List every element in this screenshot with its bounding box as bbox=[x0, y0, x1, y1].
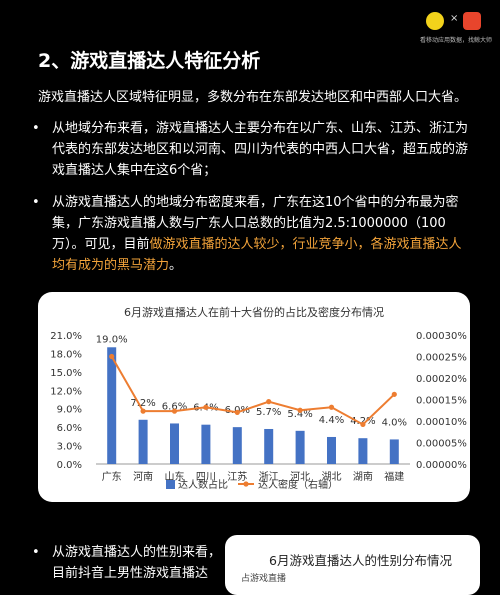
brand-yellow-icon bbox=[426, 12, 444, 30]
y-right-tick-label: 0.00015% bbox=[416, 396, 467, 407]
legend-line-label: 达人密度（右轴） bbox=[258, 478, 338, 491]
x-tick-label: 山东 bbox=[165, 470, 185, 483]
bar-data-label: 6.6% bbox=[162, 401, 187, 412]
bar-浙江 bbox=[264, 428, 274, 464]
density-point-浙江 bbox=[266, 399, 272, 405]
gender-chart-card: 6月游戏直播达人的性别分布情况 占游戏直播 bbox=[225, 535, 480, 595]
y-left-tick-label: 15.0% bbox=[50, 368, 82, 379]
density-point-四川 bbox=[203, 404, 209, 410]
legend-bar-label: 达人数占比 bbox=[178, 478, 228, 491]
bar-data-label: 19.0% bbox=[96, 334, 128, 345]
x-tick-label: 河北 bbox=[290, 471, 310, 483]
legend-line-marker bbox=[243, 481, 249, 487]
x-tick-label: 湖南 bbox=[353, 470, 373, 483]
density-point-福建 bbox=[391, 391, 397, 397]
x-tick-label: 河南 bbox=[133, 470, 153, 483]
density-point-山东 bbox=[171, 408, 178, 414]
y-left-tick-label: 9.0% bbox=[57, 405, 82, 416]
bullet-region: • 从地域分布来看，游戏直播达人主要分布在以广东、山东、江苏、浙江为代表的东部发… bbox=[32, 118, 472, 181]
bullet-gender: • 从游戏直播达人的性别来看，目前抖音上男性游戏直播达 bbox=[32, 542, 222, 584]
density-point-江苏 bbox=[234, 409, 240, 415]
bar-data-label: 4.2% bbox=[350, 416, 375, 427]
bar-福建 bbox=[389, 439, 399, 464]
bullet-dot: • bbox=[32, 195, 40, 210]
bar-河北 bbox=[295, 430, 305, 464]
bar-data-label: 5.7% bbox=[256, 407, 281, 418]
bullet-density: • 从游戏直播达人的地域分布密度来看，广东在这10个省中的分布最为密集，广东游戏… bbox=[32, 192, 472, 276]
x-tick-label: 浙江 bbox=[259, 471, 279, 483]
y-right-tick-label: 0.00000% bbox=[416, 460, 467, 471]
x-tick-label: 四川 bbox=[196, 472, 216, 483]
brand-logo: × 看移动应用数据，找鲸大师 bbox=[418, 8, 498, 44]
x-tick-label: 广东 bbox=[102, 470, 122, 483]
y-left-tick-label: 3.0% bbox=[57, 442, 82, 453]
bullet-dot: • bbox=[32, 121, 40, 136]
section-intro: 游戏直播达人区域特征明显，多数分布在东部发达地区和中西部人口大省。 bbox=[38, 90, 468, 105]
bar-江苏 bbox=[232, 427, 242, 464]
bullet-text: 从游戏直播达人的性别来看，目前抖音上男性游戏直播达 bbox=[52, 545, 222, 581]
bar-data-label: 7.2% bbox=[130, 398, 155, 409]
bullet-highlight: 做游戏直播的达人较少，行业竞争小，各游戏直播达人均有成为的黑马潜力 bbox=[52, 237, 462, 273]
x-tick-label: 江苏 bbox=[227, 470, 247, 483]
brand-tagline: 看移动应用数据，找鲸大师 bbox=[420, 37, 493, 44]
brand-red-icon bbox=[463, 12, 481, 30]
gender-chart-title: 6月游戏直播达人的性别分布情况 bbox=[269, 553, 452, 568]
bar-四川 bbox=[201, 424, 211, 464]
bullet-text: 从地域分布来看，游戏直播达人主要分布在以广东、山东、江苏、浙江为代表的东部发达地… bbox=[52, 121, 469, 178]
bullet-text-main: 从游戏直播达人的地域分布密度来看，广东在这10个省中的分布最为密集，广东游戏直播… bbox=[52, 195, 459, 252]
bar-河南 bbox=[138, 419, 148, 464]
y-right-tick-label: 0.00005% bbox=[416, 439, 467, 450]
section-title: 2、游戏直播达人特征分析 bbox=[38, 50, 261, 72]
legend-bar-swatch bbox=[166, 480, 175, 489]
bar-广东 bbox=[107, 347, 117, 464]
x-tick-label: 福建 bbox=[384, 470, 404, 483]
bar-山东 bbox=[170, 423, 179, 464]
province-chart-card: 6月游戏直播达人在前十大省份的占比及密度分布情况 0.0% 3.0% 6.0% 9.0%… bbox=[38, 292, 470, 502]
bullet-text-tail: 。 bbox=[169, 258, 183, 273]
bullet-dot: • bbox=[32, 545, 40, 560]
bar-湖北 bbox=[327, 436, 336, 464]
province-chart: 6月游戏直播达人在前十大省份的占比及密度分布情况 0.0% 3.0% 6.0% 9.0%… bbox=[50, 305, 467, 491]
y-right-tick-label: 0.00010% bbox=[416, 417, 467, 428]
density-point-河南 bbox=[140, 408, 146, 414]
density-point-广东 bbox=[109, 353, 115, 360]
y-left-tick-label: 21.0% bbox=[50, 331, 82, 342]
density-point-湖南 bbox=[360, 421, 366, 428]
bar-data-label: 4.0% bbox=[382, 417, 407, 428]
y-left-tick-label: 0.0% bbox=[57, 460, 82, 471]
gender-chart-subtitle: 占游戏直播 bbox=[241, 574, 287, 584]
density-point-湖北 bbox=[328, 404, 335, 410]
y-right-tick-label: 0.00025% bbox=[416, 353, 467, 364]
density-point-河北 bbox=[297, 407, 303, 413]
y-right-tick-label: 0.00020% bbox=[416, 374, 467, 385]
x-tick-label: 湖北 bbox=[322, 471, 342, 483]
brand-x-icon: × bbox=[450, 13, 459, 24]
bar-data-label: 5.4% bbox=[287, 409, 312, 420]
density-line bbox=[110, 356, 395, 426]
y-left-tick-label: 12.0% bbox=[50, 386, 82, 397]
bullet-text: 从游戏直播达人的地域分布密度来看，广东在这10个省中的分布最为密集，广东游戏直播… bbox=[52, 192, 472, 276]
y-right-tick-label: 0.00030% bbox=[416, 331, 467, 342]
y-left-tick-label: 6.0% bbox=[57, 423, 82, 434]
chart-title: 6月游戏直播达人在前十大省份的占比及密度分布情况 bbox=[124, 305, 384, 319]
y-left-tick-label: 18.0% bbox=[50, 349, 82, 360]
bar-湖南 bbox=[358, 438, 368, 464]
bar-data-label: 4.4% bbox=[319, 415, 344, 426]
